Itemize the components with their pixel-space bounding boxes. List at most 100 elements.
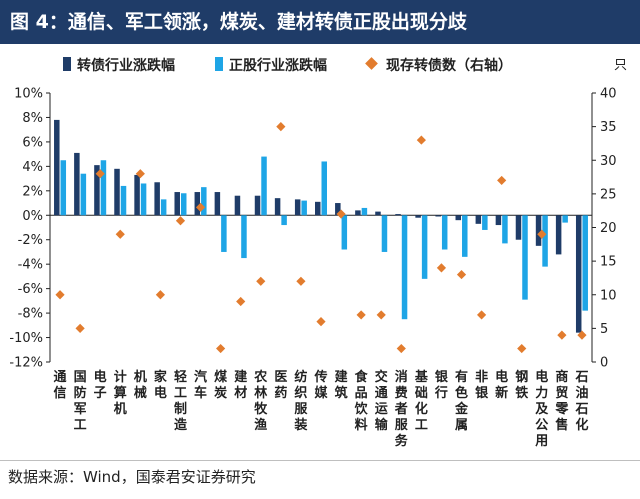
marker-count-7	[195, 202, 206, 212]
category-label-12: 纺织服装	[293, 369, 308, 433]
bar-stock-12	[301, 200, 307, 216]
category-label-18: 基础化工	[414, 369, 429, 433]
bar-convertible-22	[495, 215, 502, 226]
bar-convertible-14	[335, 203, 341, 216]
legend-swatch-1	[215, 57, 223, 71]
category-label-1: 国防军工	[74, 370, 87, 433]
bar-convertible-2	[94, 165, 100, 216]
bar-stock-19	[441, 215, 448, 250]
marker-count-2	[95, 169, 105, 179]
marker-count-9	[236, 296, 246, 307]
category-label-17: 消费者服务	[394, 369, 409, 449]
bar-stock-20	[462, 215, 468, 257]
category-label-7: 汽车	[194, 369, 207, 401]
category-label-26: 石油石化	[574, 370, 588, 433]
bar-convertible-15	[355, 210, 361, 216]
category-label-3: 计算机	[114, 369, 127, 417]
marker-count-21	[476, 310, 487, 320]
bar-stock-22	[502, 215, 508, 244]
bar-convertible-8	[214, 192, 221, 216]
marker-count-0	[55, 290, 65, 300]
bar-convertible-16	[375, 211, 381, 216]
bar-convertible-0	[54, 119, 60, 216]
bar-stock-16	[381, 215, 388, 252]
category-label-24: 电力及公用	[534, 369, 549, 449]
bar-convertible-23	[515, 215, 522, 240]
y-right-tick-label: 20	[600, 221, 617, 236]
category-label-21: 非银	[475, 369, 489, 401]
y-left-tick-label: 8%	[22, 111, 43, 126]
bar-convertible-3	[114, 168, 120, 216]
bar-stock-10	[261, 156, 267, 216]
category-label-15: 食品饮料	[354, 369, 369, 433]
y-left-tick-label: -4%	[18, 258, 43, 273]
category-label-4: 机械	[134, 369, 147, 401]
figure-title: 图 4：通信、军工领涨，煤炭、建材转债正股出现分歧	[0, 0, 640, 44]
bar-convertible-4	[134, 174, 140, 216]
bar-stock-2	[100, 160, 107, 216]
category-label-22: 电新	[495, 369, 508, 401]
bar-convertible-19	[435, 215, 441, 217]
category-label-6: 轻工制造	[174, 369, 188, 433]
y-right-tick-label: 10	[600, 288, 617, 303]
y-right-tick-label: 15	[600, 255, 617, 270]
bar-convertible-17	[395, 214, 401, 216]
marker-count-19	[436, 263, 447, 273]
bar-convertible-10	[254, 195, 261, 216]
category-label-13: 传媒	[313, 369, 328, 401]
bar-convertible-24	[535, 215, 542, 246]
bar-stock-4	[140, 183, 147, 216]
bar-convertible-21	[475, 215, 482, 224]
legend-label-1: 正股行业涨跌幅	[229, 57, 327, 74]
bar-stock-24	[542, 215, 548, 267]
marker-count-14	[336, 209, 346, 219]
chart: 转债行业涨跌幅 正股行业涨跌幅 现存转债数（右轴） -12% -10% -8% -6% -4%…	[9, 57, 627, 449]
category-label-14: 建筑	[335, 369, 348, 401]
bar-stock-11	[281, 215, 287, 226]
bar-stock-8	[221, 215, 227, 252]
bar-convertible-26	[575, 215, 582, 333]
y-right-tick-label: 5	[600, 322, 608, 337]
y-left-tick-label: -8%	[18, 307, 43, 322]
bar-stock-3	[120, 185, 127, 216]
y-left-tick-label: -2%	[18, 233, 43, 248]
y-left-tick-label: -12%	[9, 356, 43, 371]
marker-count-1	[75, 323, 85, 333]
marker-count-3	[115, 229, 125, 239]
marker-count-6	[175, 216, 186, 226]
marker-count-22	[497, 175, 507, 186]
bar-stock-5	[160, 199, 167, 216]
y-left-tick-label: 6%	[22, 135, 43, 150]
bar-convertible-13	[315, 201, 321, 216]
marker-count-23	[517, 343, 527, 354]
bar-stock-23	[522, 215, 528, 300]
category-label-19: 银行	[434, 369, 449, 401]
marker-count-20	[456, 269, 467, 280]
y-right-tick-label: 40	[600, 87, 617, 102]
marker-count-15	[356, 310, 366, 320]
y-left-tick-label: 4%	[22, 160, 43, 175]
bar-stock-25	[562, 215, 568, 223]
bar-convertible-25	[555, 215, 562, 255]
marker-count-11	[276, 122, 286, 132]
marker-count-13	[316, 317, 326, 327]
divider	[0, 460, 640, 461]
bar-stock-0	[60, 160, 67, 216]
marker-count-25	[557, 330, 567, 340]
legend-swatch-2	[365, 57, 378, 70]
category-label-25: 商贸零售	[554, 369, 569, 433]
y-left-tick-label: 2%	[22, 184, 43, 199]
bar-convertible-18	[415, 215, 421, 218]
y-left-tick-label: 10%	[14, 87, 43, 102]
source-note: 数据来源：Wind，国泰君安证券研究	[8, 468, 256, 486]
marker-count-16	[376, 310, 386, 320]
bar-stock-7	[201, 187, 207, 216]
category-label-20: 有色金属	[454, 369, 469, 433]
marker-count-5	[155, 290, 166, 300]
marker-count-18	[416, 135, 426, 145]
bar-stock-26	[582, 215, 588, 311]
bar-convertible-9	[234, 195, 241, 216]
marker-count-24	[537, 229, 547, 239]
y-right-tick-label: 0	[600, 356, 608, 371]
marker-count-10	[256, 276, 266, 286]
